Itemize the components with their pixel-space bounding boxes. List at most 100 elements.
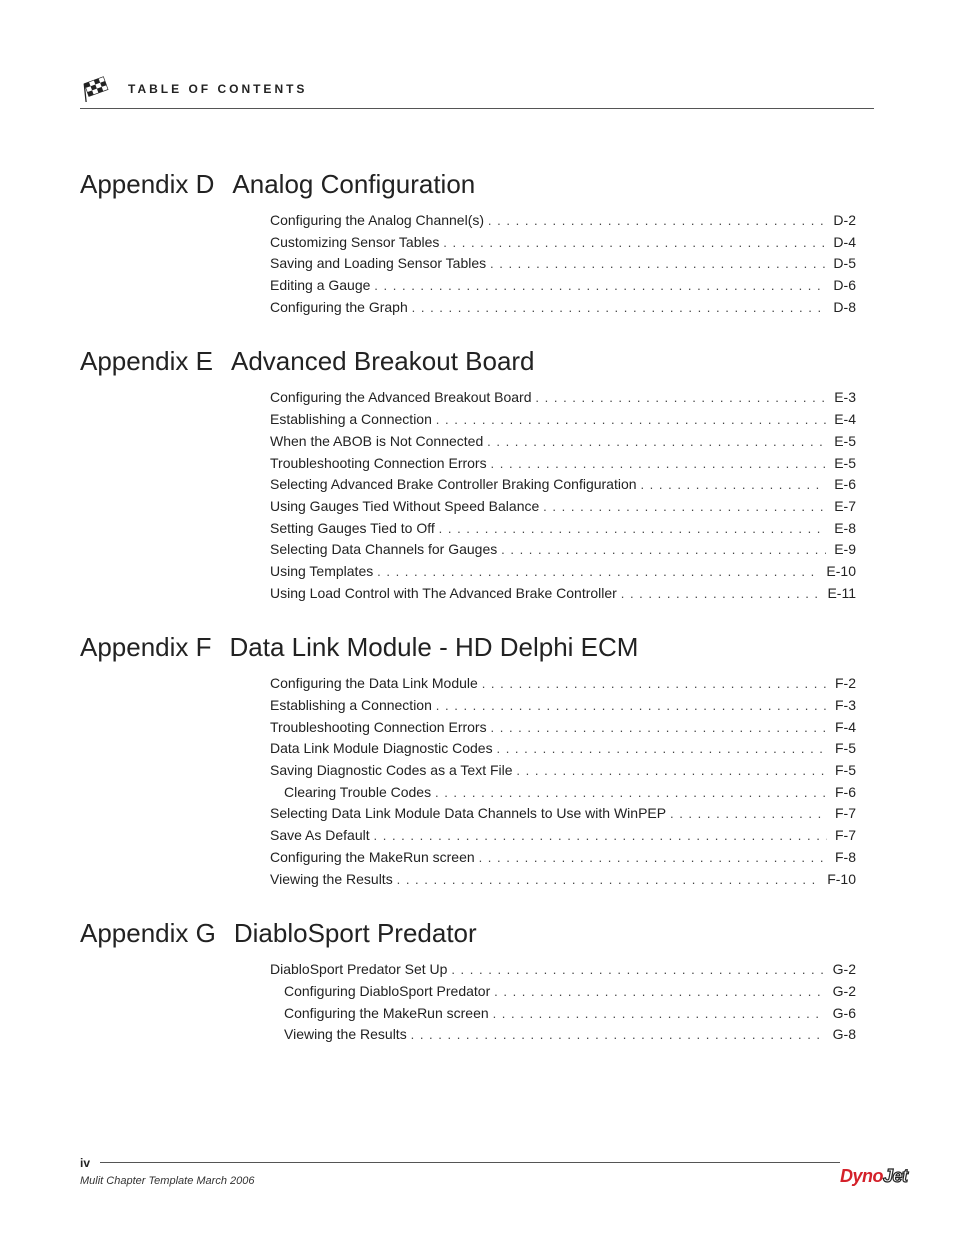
toc-dot-leader — [411, 1025, 825, 1045]
toc-entry[interactable]: Selecting Data Link Module Data Channels… — [270, 803, 856, 825]
section-title: Analog Configuration — [232, 169, 475, 200]
toc-entry-title: Troubleshooting Connection Errors — [270, 717, 491, 739]
toc-entry-page: F-6 — [827, 782, 856, 804]
toc-entry[interactable]: Configuring the Analog Channel(s) D-2 — [270, 210, 856, 232]
toc-section: Appendix G DiabloSport Predator DiabloSpor… — [80, 918, 874, 1046]
toc-list: Configuring the Analog Channel(s) D-2Cus… — [80, 210, 874, 318]
toc-section: Appendix EAdvanced Breakout BoardConfigu… — [80, 346, 874, 604]
toc-entry[interactable]: Editing a Gauge D-6 — [270, 275, 856, 297]
toc-entry-page: E-4 — [826, 409, 856, 431]
toc-entry-page: D-6 — [826, 275, 856, 297]
brand-outline: Jet — [883, 1166, 908, 1186]
section-heading: Appendix G DiabloSport Predator — [80, 918, 874, 949]
toc-entry-page: F-4 — [827, 717, 856, 739]
toc-entry[interactable]: Establishing a Connection E-4 — [270, 409, 856, 431]
toc-content: Appendix D Analog Configuration Configurin… — [80, 169, 874, 1046]
toc-dot-leader — [543, 497, 826, 517]
toc-entry-title: Editing a Gauge — [270, 275, 374, 297]
toc-entry-page: E-3 — [826, 387, 856, 409]
toc-entry-title: Using Templates — [270, 561, 377, 583]
toc-entry[interactable]: Configuring the MakeRun screen F-8 — [270, 847, 856, 869]
section-prefix: Appendix E — [80, 346, 213, 377]
toc-entry-title: Configuring the MakeRun screen — [284, 1003, 493, 1025]
toc-dot-leader — [493, 1004, 825, 1024]
toc-entry-title: Establishing a Connection — [270, 409, 436, 431]
page-footer: iv Mulit Chapter Template March 2006 Dyn… — [80, 1154, 874, 1187]
checkered-flag-icon — [80, 76, 114, 102]
toc-entry[interactable]: Configuring the Data Link Module F-2 — [270, 673, 856, 695]
toc-entry-page: F-8 — [827, 847, 856, 869]
footer-left: iv Mulit Chapter Template March 2006 — [80, 1154, 840, 1187]
toc-list: Configuring the Data Link Module F-2Esta… — [80, 673, 874, 890]
toc-entry[interactable]: Saving and Loading Sensor Tables D-5 — [270, 253, 856, 275]
toc-entry-page: E-8 — [826, 518, 856, 540]
toc-entry-page: E-10 — [819, 561, 856, 583]
toc-entry-title: DiabloSport Predator Set Up — [270, 959, 451, 981]
toc-dot-leader — [494, 982, 825, 1002]
toc-entry[interactable]: Viewing the Results F-10 — [270, 869, 856, 891]
toc-dot-leader — [496, 739, 827, 759]
section-title: DiabloSport Predator — [234, 918, 477, 949]
toc-dot-leader — [374, 826, 828, 846]
toc-dot-leader — [621, 584, 820, 604]
toc-entry-page: G-6 — [825, 1003, 856, 1025]
toc-entry-page: F-5 — [827, 738, 856, 760]
toc-entry[interactable]: Using Gauges Tied Without Speed Balance … — [270, 496, 856, 518]
toc-dot-leader — [670, 804, 827, 824]
footer-rule — [100, 1162, 840, 1163]
toc-dot-leader — [490, 254, 826, 274]
toc-entry-title: Troubleshooting Connection Errors — [270, 453, 491, 475]
toc-entry-page: F-7 — [827, 825, 856, 847]
toc-entry[interactable]: Establishing a Connection F-3 — [270, 695, 856, 717]
toc-entry-title: Selecting Data Link Module Data Channels… — [270, 803, 670, 825]
toc-entry-page: E-5 — [826, 453, 856, 475]
toc-entry-title: Configuring the Graph — [270, 297, 412, 319]
toc-entry[interactable]: Clearing Trouble Codes F-6 — [270, 782, 856, 804]
toc-entry[interactable]: Data Link Module Diagnostic Codes F-5 — [270, 738, 856, 760]
toc-entry[interactable]: Selecting Advanced Brake Controller Brak… — [270, 474, 856, 496]
toc-entry-page: E-9 — [826, 539, 856, 561]
page-header: TABLE OF CONTENTS — [80, 76, 874, 102]
toc-dot-leader — [501, 540, 826, 560]
toc-entry[interactable]: Configuring the Advanced Breakout Board … — [270, 387, 856, 409]
toc-entry-title: Using Load Control with The Advanced Bra… — [270, 583, 621, 605]
toc-entry-page: F-7 — [827, 803, 856, 825]
toc-entry[interactable]: Configuring DiabloSport Predator G-2 — [270, 981, 856, 1003]
toc-dot-leader — [516, 761, 827, 781]
toc-entry[interactable]: Using Templates E-10 — [270, 561, 856, 583]
toc-entry-page: D-5 — [826, 253, 856, 275]
toc-entry-title: Data Link Module Diagnostic Codes — [270, 738, 496, 760]
toc-entry[interactable]: Setting Gauges Tied to Off E-8 — [270, 518, 856, 540]
toc-entry[interactable]: Saving Diagnostic Codes as a Text File F… — [270, 760, 856, 782]
toc-entry[interactable]: Save As Default F-7 — [270, 825, 856, 847]
toc-entry-title: Using Gauges Tied Without Speed Balance — [270, 496, 543, 518]
toc-entry[interactable]: Viewing the Results G-8 — [270, 1024, 856, 1046]
toc-entry-page: F-5 — [827, 760, 856, 782]
section-prefix: Appendix G — [80, 918, 216, 949]
toc-dot-leader — [488, 211, 826, 231]
toc-entry[interactable]: Configuring the MakeRun screen G-6 — [270, 1003, 856, 1025]
toc-entry[interactable]: When the ABOB is Not Connected E-5 — [270, 431, 856, 453]
toc-entry[interactable]: Using Load Control with The Advanced Bra… — [270, 583, 856, 605]
toc-entry[interactable]: Selecting Data Channels for Gauges E-9 — [270, 539, 856, 561]
section-title: Data Link Module - HD Delphi ECM — [230, 632, 639, 663]
section-prefix: Appendix D — [80, 169, 214, 200]
toc-entry-title: Establishing a Connection — [270, 695, 436, 717]
section-prefix: Appendix F — [80, 632, 212, 663]
toc-dot-leader — [482, 674, 827, 694]
toc-list: DiabloSport Predator Set Up G-2Configuri… — [80, 959, 874, 1046]
toc-entry[interactable]: Configuring the Graph D-8 — [270, 297, 856, 319]
toc-dot-leader — [451, 960, 824, 980]
toc-dot-leader — [491, 718, 828, 738]
toc-entry-title: Configuring the Data Link Module — [270, 673, 482, 695]
toc-entry-title: Selecting Advanced Brake Controller Brak… — [270, 474, 640, 496]
toc-entry[interactable]: Customizing Sensor Tables D-4 — [270, 232, 856, 254]
toc-dot-leader — [479, 848, 828, 868]
toc-section: Appendix D Analog Configuration Configurin… — [80, 169, 874, 318]
header-title: TABLE OF CONTENTS — [128, 82, 307, 96]
toc-entry[interactable]: Troubleshooting Connection Errors F-4 — [270, 717, 856, 739]
toc-entry[interactable]: Troubleshooting Connection Errors E-5 — [270, 453, 856, 475]
toc-entry-title: Configuring DiabloSport Predator — [284, 981, 494, 1003]
brand-red: Dyno — [840, 1166, 883, 1186]
toc-entry[interactable]: DiabloSport Predator Set Up G-2 — [270, 959, 856, 981]
